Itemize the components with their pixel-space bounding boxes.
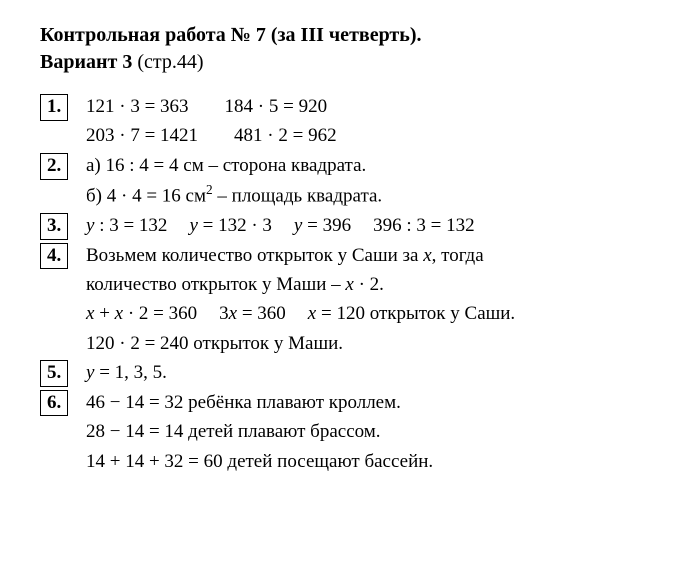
problem-content: 121 · 3 = 363 184 · 5 = 920 [86, 92, 668, 121]
problem-row: 14 + 14 + 32 = 60 детей посещают бассейн… [40, 447, 668, 476]
problem-number-col: 1. [40, 92, 86, 121]
problem-number-col: 4. [40, 241, 86, 270]
problem-row: б) 4 · 4 = 16 см2 – площадь квадрата. [40, 180, 668, 211]
page-subtitle: Вариант 3 (стр.44) [40, 51, 668, 74]
problem-content: б) 4 · 4 = 16 см2 – площадь квадрата. [86, 180, 668, 211]
problem-content: 46 − 14 = 32 ребёнка плавают кроллем. [86, 388, 668, 417]
problem-number-col: 2. [40, 151, 86, 180]
problem-list: 1. 121 · 3 = 363 184 · 5 = 920 203 · 7 = 14… [40, 92, 668, 476]
problem-number-col: 6. [40, 388, 86, 417]
page: Контрольная работа № 7 (за III четверть)… [0, 0, 700, 500]
problem-content: Возьмем количество открыток у Саши за x,… [86, 241, 668, 270]
equation: 121 · 3 = 363 [86, 96, 189, 117]
problem-row: 3. y : 3 = 132y = 132 · 3y = 396396 : 3 =… [40, 211, 668, 240]
problem-row: 6. 46 − 14 = 32 ребёнка плавают кроллем. [40, 388, 668, 417]
problem-number: 2. [40, 153, 68, 180]
problem-content: 203 · 7 = 1421 481 · 2 = 962 [86, 121, 668, 150]
equation: 184 · 5 = 920 [225, 96, 328, 117]
problem-content: 120 · 2 = 240 открыток у Маши. [86, 329, 668, 358]
problem-number: 3. [40, 213, 68, 240]
problem-row: 120 · 2 = 240 открыток у Маши. [40, 329, 668, 358]
problem-number-col: 3. [40, 211, 86, 240]
problem-content: y = 1, 3, 5. [86, 358, 668, 387]
problem-row: количество открыток у Маши – x · 2. [40, 270, 668, 299]
problem-row: 2. а) 16 : 4 = 4 см – сторона квадрата. [40, 151, 668, 180]
problem-row: 28 − 14 = 14 детей плавают брассом. [40, 417, 668, 446]
problem-number: 4. [40, 243, 68, 270]
problem-content: количество открыток у Маши – x · 2. [86, 270, 668, 299]
equation: 203 · 7 = 1421 [86, 125, 198, 146]
variant-label: Вариант 3 [40, 51, 132, 73]
problem-row: 4. Возьмем количество открыток у Саши за … [40, 241, 668, 270]
problem-number-col: 5. [40, 358, 86, 387]
problem-content: а) 16 : 4 = 4 см – сторона квадрата. [86, 151, 668, 180]
problem-number: 5. [40, 360, 68, 387]
problem-row: 1. 121 · 3 = 363 184 · 5 = 920 [40, 92, 668, 121]
problem-row: 203 · 7 = 1421 481 · 2 = 962 [40, 121, 668, 150]
problem-content: 28 − 14 = 14 детей плавают брассом. [86, 417, 668, 446]
equation: 481 · 2 = 962 [234, 125, 337, 146]
problem-number: 6. [40, 390, 68, 417]
page-ref: (стр.44) [132, 51, 203, 73]
problem-row: x + x · 2 = 3603x = 360x = 120 открыток … [40, 299, 668, 328]
problem-row: 5. y = 1, 3, 5. [40, 358, 668, 387]
problem-number: 1. [40, 94, 68, 121]
problem-content: x + x · 2 = 3603x = 360x = 120 открыток … [86, 299, 668, 328]
page-title: Контрольная работа № 7 (за III четверть)… [40, 24, 668, 47]
problem-content: y : 3 = 132y = 132 · 3y = 396396 : 3 = 1… [86, 211, 668, 240]
problem-content: 14 + 14 + 32 = 60 детей посещают бассейн… [86, 447, 668, 476]
